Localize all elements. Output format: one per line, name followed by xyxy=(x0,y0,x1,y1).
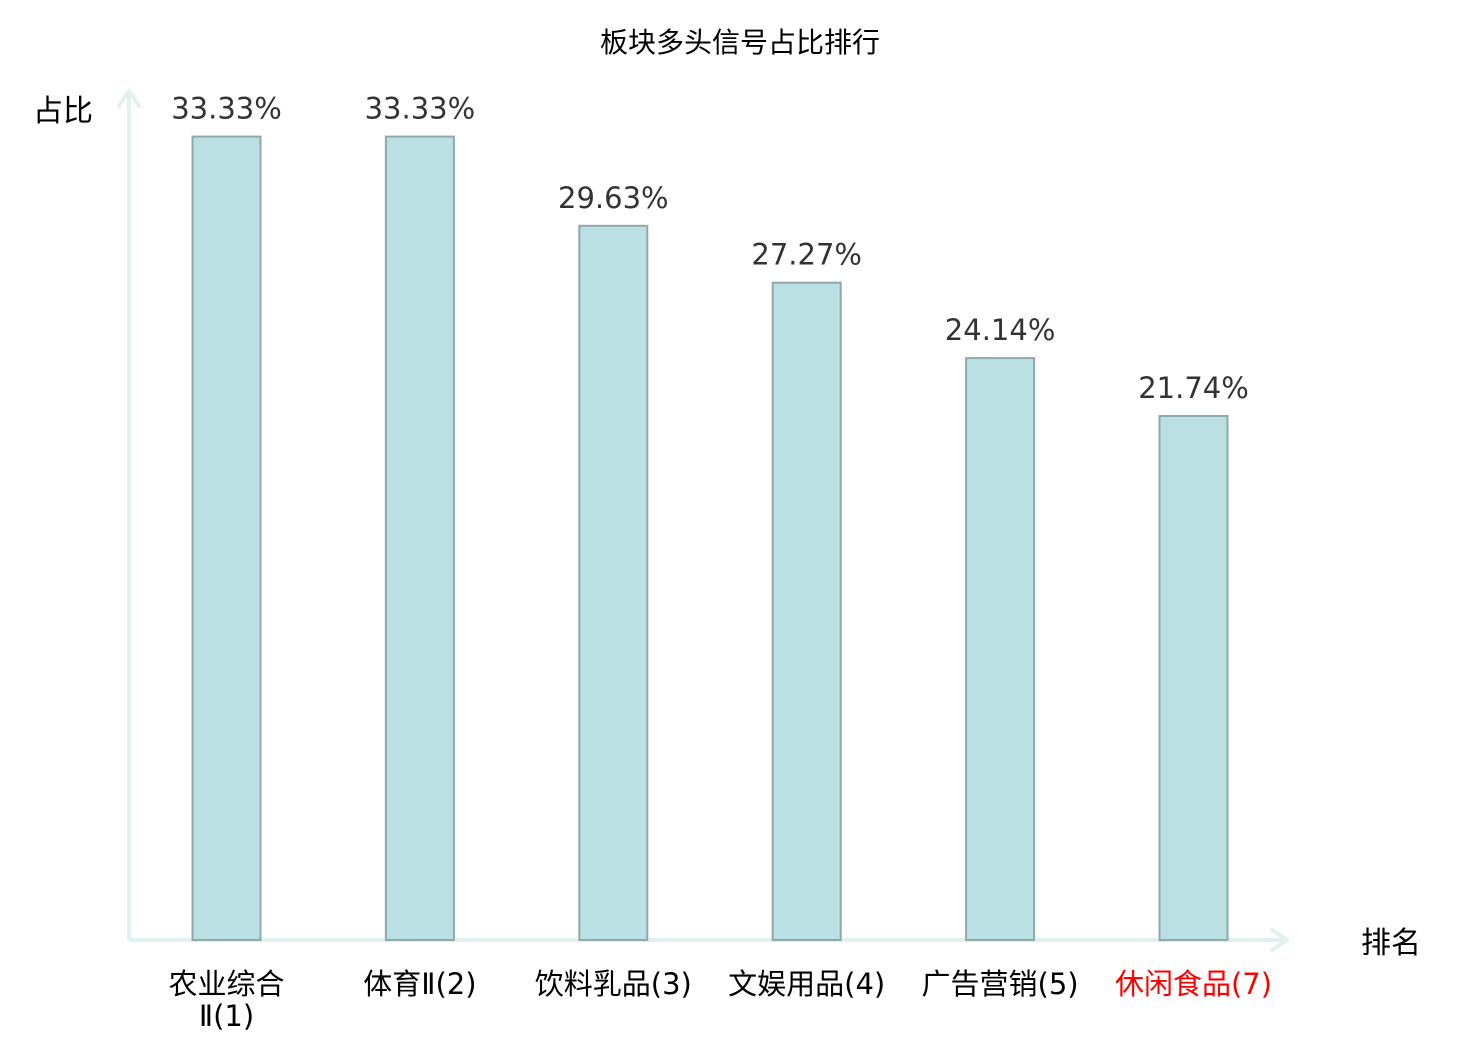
bar xyxy=(384,135,455,942)
bar-value-label: 27.27% xyxy=(751,238,862,272)
bar xyxy=(771,281,842,941)
x-axis-title: 排名 xyxy=(1361,926,1421,961)
category-label: 文娱用品(4) xyxy=(728,967,885,1001)
bar-value-label: 33.33% xyxy=(365,92,476,126)
category-label: 广告营销(5) xyxy=(922,967,1079,1001)
bar-value-label: 29.63% xyxy=(558,181,669,215)
bar xyxy=(1158,415,1229,941)
y-axis-title: 占比 xyxy=(33,94,93,129)
category-label: Ⅱ(1) xyxy=(199,999,254,1033)
bars xyxy=(191,135,1229,942)
bar xyxy=(578,224,649,942)
bar xyxy=(965,357,1036,942)
category-label: 农业综合 xyxy=(168,967,284,1001)
bar-value-label: 24.14% xyxy=(945,313,1056,347)
x-axis xyxy=(129,928,1289,952)
bar xyxy=(191,135,262,942)
y-axis xyxy=(117,89,141,940)
value-labels: 33.33% 33.33% 29.63% 27.27% 24.14% 21.74% xyxy=(171,92,1249,405)
bar-value-label: 21.74% xyxy=(1138,371,1249,405)
chart-title: 板块多头信号占比排行 xyxy=(600,26,880,59)
bar-value-label: 33.33% xyxy=(171,92,282,126)
category-label: 饮料乳品(3) xyxy=(535,967,692,1001)
category-label: 体育Ⅱ(2) xyxy=(363,967,476,1001)
category-label: 休闲食品(7) xyxy=(1115,967,1272,1001)
